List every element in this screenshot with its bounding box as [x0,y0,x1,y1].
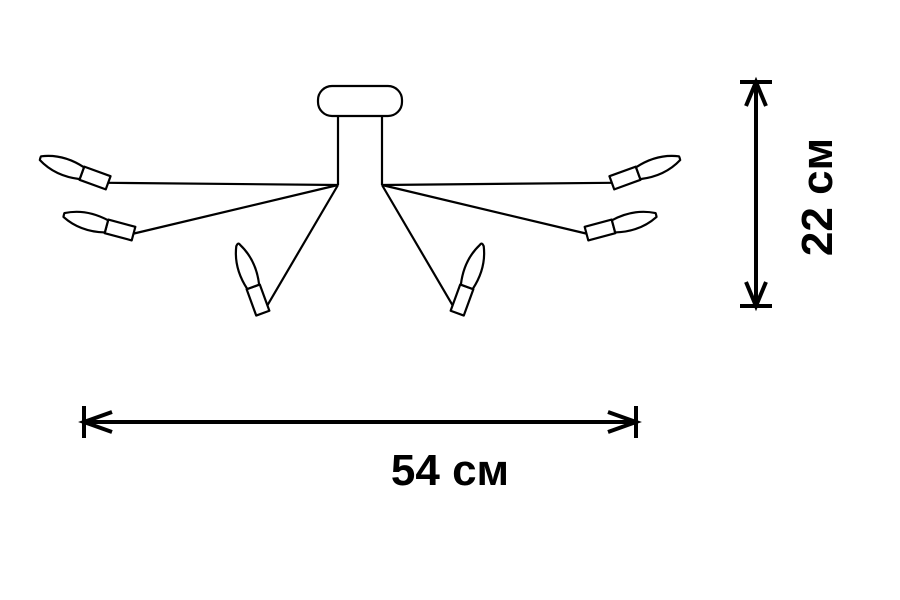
diagram-stage: 54 см 22 см [0,0,900,600]
height-dimension-label: 22 см [793,87,843,307]
width-dimension-label: 54 см [0,446,900,496]
dimension-drawing-svg [0,0,900,600]
